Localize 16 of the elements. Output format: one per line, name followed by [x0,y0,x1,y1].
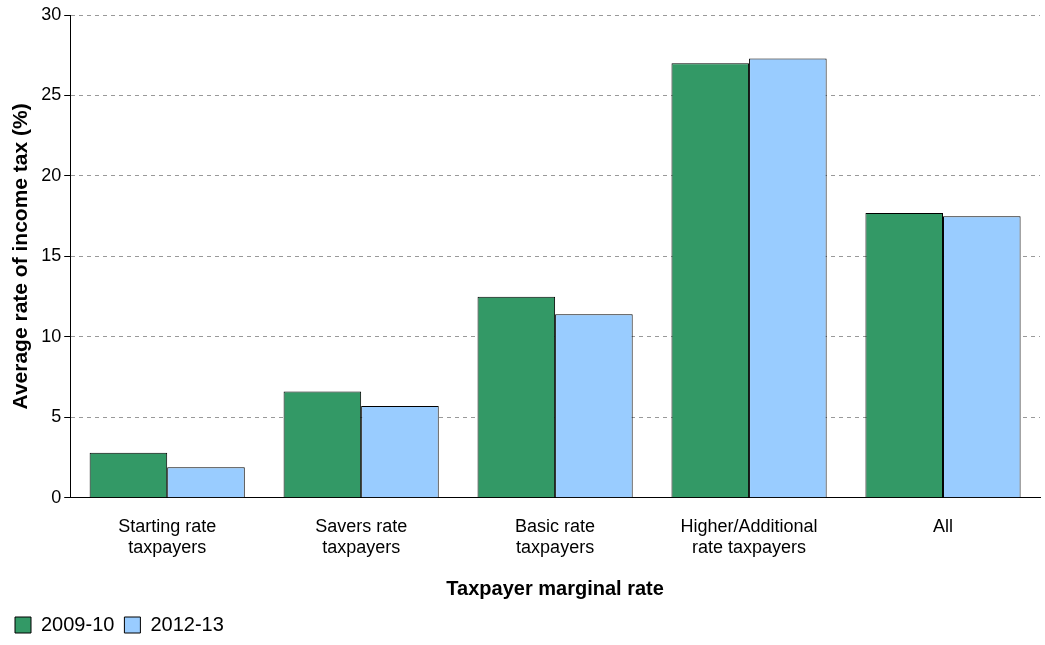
x-tick-label: Higher/Additional rate taxpayers [680,515,818,558]
y-tick-label: 25 [41,84,62,105]
legend-label: 2009-10 [41,612,115,635]
y-tick-label: 5 [51,406,62,427]
y-tick-label: 0 [51,486,62,507]
legend-label: 2012-13 [150,612,224,635]
x-axis-title: Taxpayer marginal rate [446,576,664,599]
y-tick-label: 10 [41,325,62,346]
x-tick-label: Savers rate taxpayers [315,515,408,558]
x-tick-label: Basic rate taxpayers [515,515,596,558]
x-tick-label: All [933,515,954,536]
y-tick-label: 30 [41,3,62,24]
y-tick-label: 15 [41,245,62,266]
y-axis-title: Average rate of income tax (%) [8,103,32,410]
y-tick-label: 20 [41,164,62,185]
x-tick-label: Starting rate taxpayers [118,515,217,558]
